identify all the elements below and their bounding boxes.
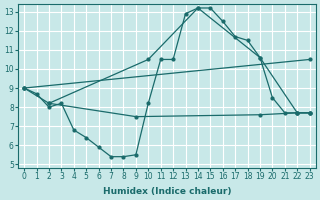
X-axis label: Humidex (Indice chaleur): Humidex (Indice chaleur) (103, 187, 231, 196)
